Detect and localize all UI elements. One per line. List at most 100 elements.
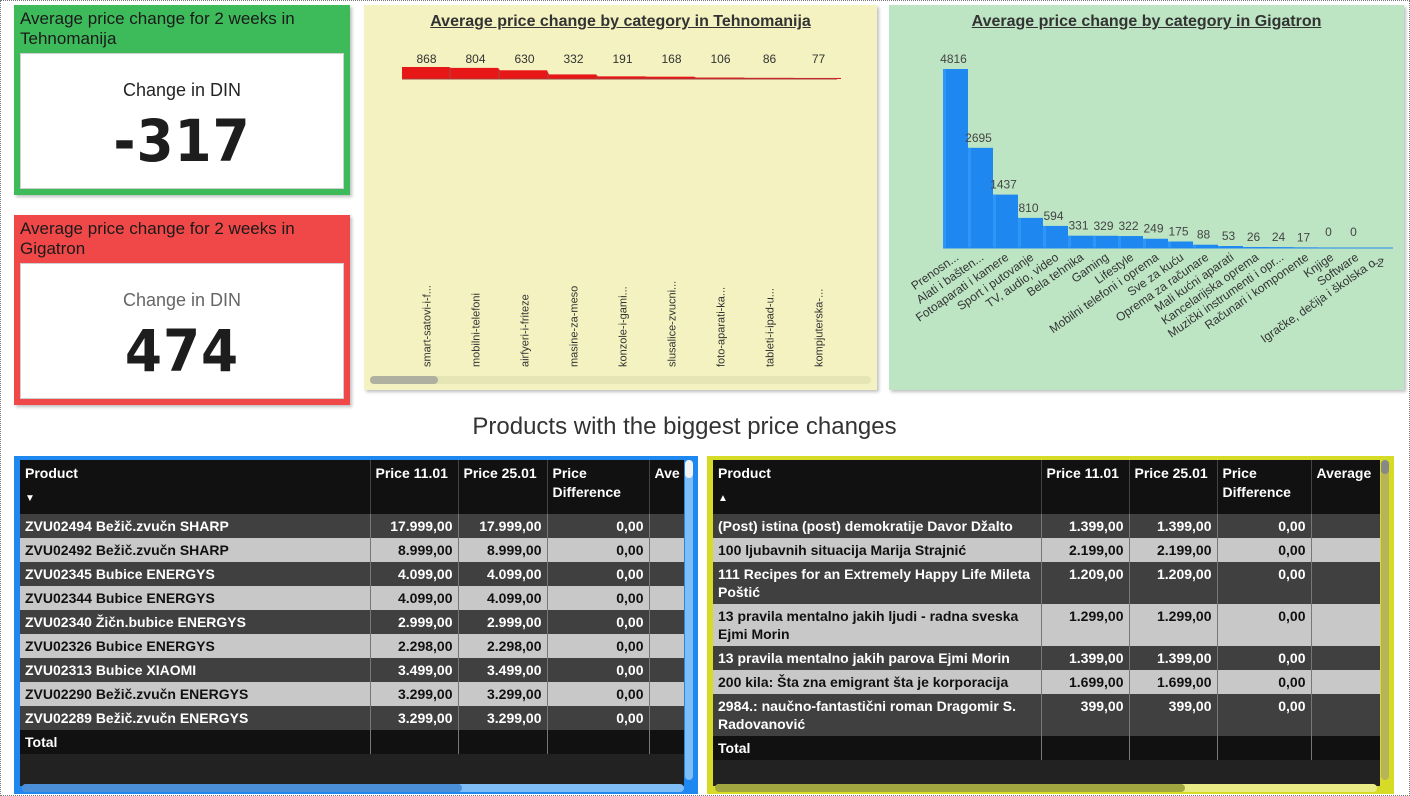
bar[interactable] — [1018, 217, 1043, 248]
data-label: 322 — [1118, 219, 1138, 233]
table-row[interactable]: ZVU02313 Bubice XIAOMI 3.499,00 3.499,00 0,… — [20, 658, 684, 682]
area-segment[interactable] — [500, 70, 547, 79]
column-header-average[interactable]: Average — [1311, 460, 1380, 514]
area-segment[interactable] — [598, 76, 645, 79]
bar[interactable] — [1068, 235, 1093, 248]
area-segment[interactable] — [696, 77, 743, 79]
bar[interactable] — [1093, 235, 1118, 248]
category-label: konzole-i-gami... — [618, 286, 630, 367]
data-label: 53 — [1222, 229, 1236, 243]
data-label: 594 — [1043, 209, 1063, 223]
data-label: 24 — [1272, 230, 1286, 244]
bar-highlight — [943, 69, 946, 248]
cell-value: 0,00 — [547, 586, 650, 610]
cell-product: ZVU02289 Bežič.zvučn ENERGYS — [20, 706, 371, 730]
products-table-left[interactable]: Product ▼ Price 11.01 Price 25.01 Price D… — [20, 460, 684, 786]
cell-product: ZVU02313 Bubice XIAOMI — [20, 658, 371, 682]
area-segment[interactable] — [794, 77, 841, 79]
table-row[interactable]: ZVU02290 Bežič.zvučn ENERGYS 3.299,00 3.29… — [20, 682, 684, 706]
table-vertical-scrollbar[interactable] — [1381, 460, 1389, 780]
category-label: mobilni-telefoni — [471, 293, 483, 367]
column-header-price-difference[interactable]: Price Difference — [1217, 460, 1312, 514]
bar[interactable] — [968, 147, 993, 248]
bar[interactable] — [1168, 241, 1193, 248]
data-label: 4816 — [940, 52, 967, 66]
table-row[interactable]: 111 Recipes for an Extremely Happy Life … — [713, 562, 1380, 604]
table-row[interactable]: 2984.: naučno-fantastični roman Dragomir… — [713, 694, 1380, 736]
table-horizontal-scrollbar[interactable] — [715, 784, 1377, 792]
data-label: -2 — [1373, 256, 1384, 270]
cell-product: ZVU02326 Bubice ENERGYS — [20, 634, 371, 658]
table-row[interactable]: ZVU02345 Bubice ENERGYS 4.099,00 4.099,00 0… — [20, 562, 684, 586]
area-segment[interactable] — [549, 74, 596, 79]
chart-panel-tehnomanija[interactable]: 868 smart-satovi-i-f... 804 mobilni-telefon… — [364, 5, 877, 390]
table-row[interactable]: ZVU02289 Bežič.zvučn ENERGYS 3.299,00 3.29… — [20, 706, 684, 730]
table-row[interactable]: ZVU02340 Žičn.bubice ENERGYS 2.999,00 2.99… — [20, 610, 684, 634]
kpi-card-gigatron[interactable]: Average price change for 2 weeks in Giga… — [14, 215, 350, 405]
column-header-price-2501[interactable]: Price 25.01 — [458, 460, 548, 514]
bar[interactable] — [1193, 244, 1218, 248]
area-segment[interactable] — [402, 67, 449, 79]
scrollbar-thumb[interactable] — [22, 784, 462, 792]
column-header-price-1101[interactable]: Price 11.01 — [370, 460, 459, 514]
table-row[interactable]: 100 ljubavnih situacija Marija Strajnić 2… — [713, 538, 1380, 562]
category-label: tableti-i-ipad-u... — [765, 288, 777, 367]
products-table-right[interactable]: Product ▲ Price 11.01 Price 25.01 Price D… — [713, 460, 1380, 786]
bar[interactable] — [943, 69, 968, 248]
data-label: 0 — [1350, 225, 1357, 239]
cell-value: 3.299,00 — [458, 682, 548, 706]
area-segment[interactable] — [745, 77, 792, 79]
bar[interactable] — [1118, 236, 1143, 248]
kpi-title: Average price change for 2 weeks in Giga… — [20, 219, 295, 258]
sort-ascending-icon[interactable]: ▲ — [718, 493, 728, 504]
scrollbar-thumb[interactable] — [685, 460, 693, 478]
scrollbar-thumb[interactable] — [715, 784, 1185, 792]
bar[interactable] — [1143, 238, 1168, 248]
column-header-price-2501[interactable]: Price 25.01 — [1129, 460, 1218, 514]
bar-highlight — [993, 194, 996, 248]
cell-average — [649, 586, 684, 610]
data-label: 191 — [612, 52, 632, 66]
column-header-average[interactable]: Ave — [649, 460, 684, 514]
table-row[interactable]: 13 pravila mentalno jakih parova Ejmi Mo… — [713, 646, 1380, 670]
column-header-price-1101[interactable]: Price 11.01 — [1041, 460, 1130, 514]
chart-scrollbar-thumb[interactable] — [370, 376, 438, 384]
cell-value: 3.299,00 — [370, 682, 459, 706]
cell-value: 0,00 — [1217, 646, 1312, 670]
table-row[interactable]: ZVU02326 Bubice ENERGYS 2.298,00 2.298,00 0… — [20, 634, 684, 658]
bar[interactable] — [1218, 246, 1243, 248]
column-header-product[interactable]: Product ▲ — [713, 460, 1042, 514]
table-row[interactable]: ZVU02344 Bubice ENERGYS 4.099,00 4.099,00 0… — [20, 586, 684, 610]
table-vertical-scrollbar[interactable] — [685, 460, 693, 780]
table-row[interactable]: (Post) istina (post) demokratije Davor D… — [713, 514, 1380, 538]
cell-value: 1.209,00 — [1129, 562, 1218, 604]
cell-value: 1.299,00 — [1129, 604, 1218, 646]
table-row[interactable]: ZVU02494 Bežič.zvučn SHARP 17.999,00 17.99… — [20, 514, 684, 538]
cell-value: 1.399,00 — [1129, 646, 1218, 670]
bar[interactable] — [1043, 225, 1068, 248]
sort-descending-icon[interactable]: ▼ — [25, 493, 35, 504]
column-header-price-difference[interactable]: Price Difference — [547, 460, 650, 514]
category-label: foto-aparati-ka... — [716, 287, 728, 367]
scrollbar-thumb[interactable] — [1381, 460, 1389, 474]
column-header-product[interactable]: Product ▼ — [20, 460, 371, 514]
chart-scrollbar[interactable] — [370, 376, 871, 384]
area-segment[interactable] — [647, 76, 694, 79]
area-segment[interactable] — [451, 67, 498, 79]
cell-product: 100 ljubavnih situacija Marija Strajnić — [713, 538, 1042, 562]
kpi-card-tehnomanija[interactable]: Average price change for 2 weeks in Tehn… — [14, 5, 350, 195]
cell-product: ZVU02340 Žičn.bubice ENERGYS — [20, 610, 371, 634]
total-cell — [1311, 736, 1380, 760]
data-label: 0 — [1325, 225, 1332, 239]
cell-value: 8.999,00 — [370, 538, 459, 562]
bar[interactable] — [993, 194, 1018, 248]
table-row[interactable]: ZVU02492 Bežič.zvučn SHARP 8.999,00 8.999,… — [20, 538, 684, 562]
table-row[interactable]: 200 kila: Šta zna emigrant šta je korpor… — [713, 670, 1380, 694]
data-label: 86 — [763, 52, 777, 66]
chart-panel-gigatron[interactable]: 4816 Prenosn... 2695 Alati i bašten... 1437 F… — [889, 5, 1404, 390]
total-cell — [1129, 736, 1218, 760]
cell-value: 399,00 — [1129, 694, 1218, 736]
table-horizontal-scrollbar[interactable] — [22, 784, 684, 792]
table-row[interactable]: 13 pravila mentalno jakih ljudi - radna … — [713, 604, 1380, 646]
cell-value: 1.699,00 — [1041, 670, 1130, 694]
